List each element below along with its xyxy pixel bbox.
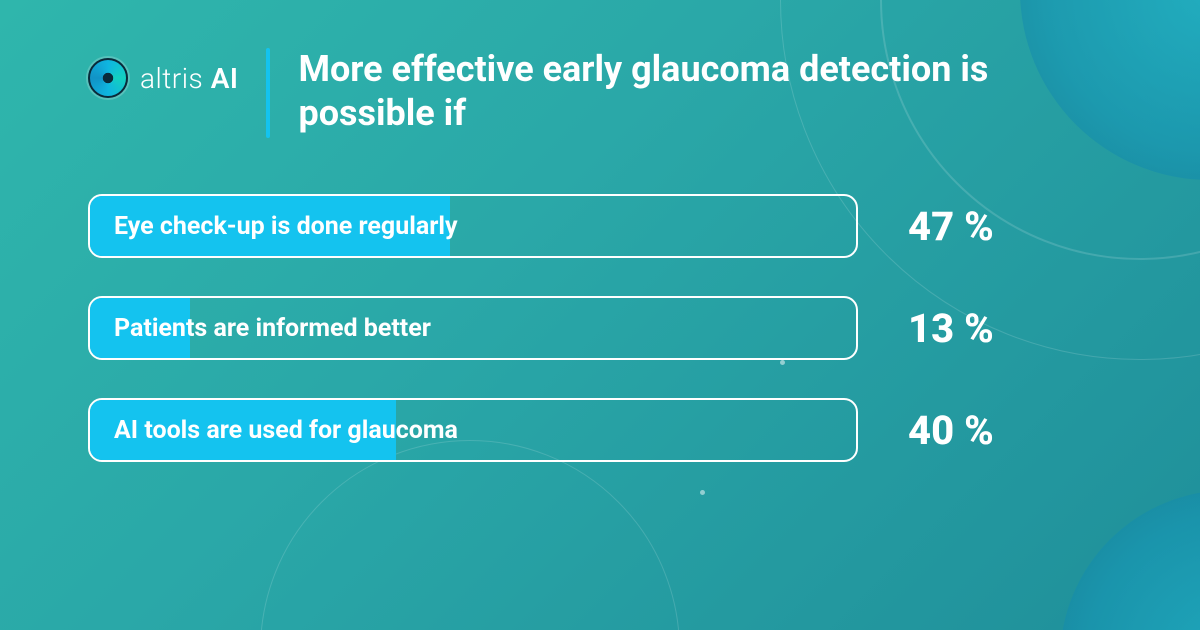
bar-label: AI tools are used for glaucoma [90, 400, 856, 460]
brand-logo: altris AI [88, 48, 238, 98]
bar-chart: Eye check-up is done regularly 47 % Pati… [88, 194, 1112, 462]
bar-label: Eye check-up is done regularly [90, 196, 856, 256]
bar-track: AI tools are used for glaucoma [88, 398, 858, 462]
bar-value: 47 % [908, 203, 994, 250]
bar-row: Eye check-up is done regularly 47 % [88, 194, 1112, 258]
bar-row: Patients are informed better 13 % [88, 296, 1112, 360]
eye-icon [88, 58, 128, 98]
bar-track: Patients are informed better [88, 296, 858, 360]
brand-name-part2: AI [203, 62, 238, 95]
header-divider [266, 48, 270, 138]
header: altris AI More effective early glaucoma … [88, 48, 1112, 138]
content-area: altris AI More effective early glaucoma … [0, 0, 1200, 630]
bar-row: AI tools are used for glaucoma 40 % [88, 398, 1112, 462]
bar-track: Eye check-up is done regularly [88, 194, 858, 258]
bar-label: Patients are informed better [90, 298, 856, 358]
brand-name: altris AI [140, 62, 238, 95]
bar-value: 40 % [908, 407, 994, 454]
bar-value: 13 % [908, 305, 994, 352]
headline: More effective early glaucoma detection … [298, 48, 1018, 136]
brand-name-part1: altris [140, 62, 203, 95]
